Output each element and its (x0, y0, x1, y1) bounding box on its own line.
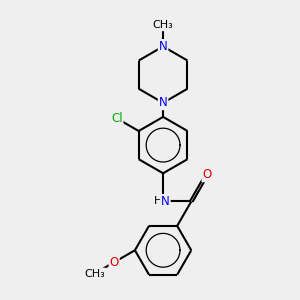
Text: N: N (161, 195, 170, 208)
Text: H: H (154, 196, 162, 206)
Text: Cl: Cl (111, 112, 122, 125)
Text: O: O (202, 168, 212, 181)
Text: CH₃: CH₃ (84, 268, 105, 278)
Text: CH₃: CH₃ (153, 20, 173, 30)
Text: N: N (159, 40, 167, 53)
Text: N: N (159, 96, 167, 109)
Text: O: O (110, 256, 119, 269)
